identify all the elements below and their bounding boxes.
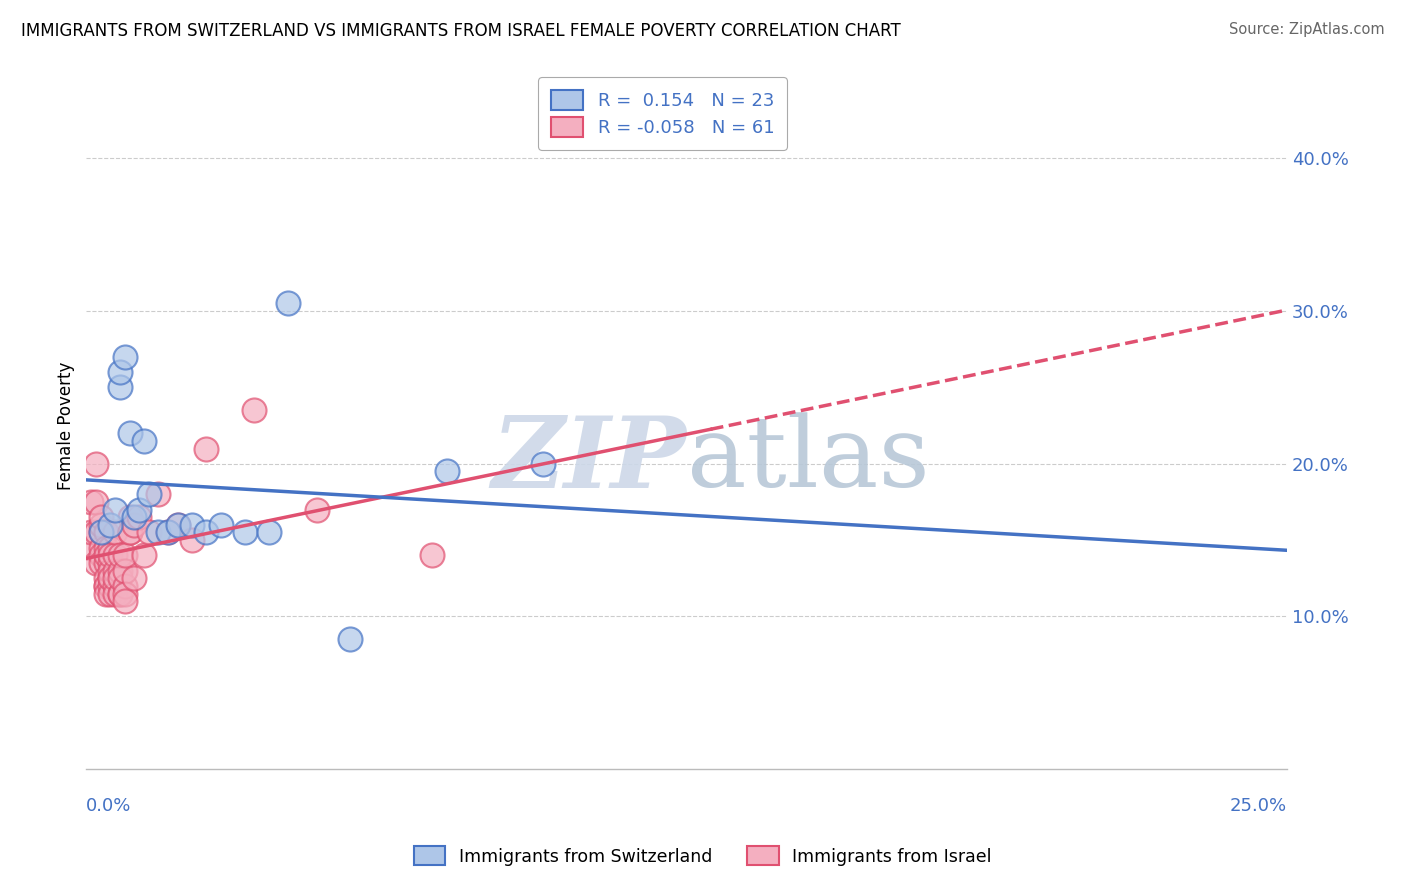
Point <box>104 579 127 593</box>
Point <box>118 426 141 441</box>
Point <box>114 586 136 600</box>
Point <box>233 525 256 540</box>
Text: 25.0%: 25.0% <box>1230 797 1286 814</box>
Point <box>94 579 117 593</box>
Point <box>90 525 112 540</box>
Point <box>98 571 121 585</box>
Legend: R =  0.154   N = 23, R = -0.058   N = 61: R = 0.154 N = 23, R = -0.058 N = 61 <box>538 78 787 150</box>
Point <box>209 517 232 532</box>
Point <box>94 586 117 600</box>
Point <box>104 586 127 600</box>
Text: Source: ZipAtlas.com: Source: ZipAtlas.com <box>1229 22 1385 37</box>
Y-axis label: Female Poverty: Female Poverty <box>58 361 75 490</box>
Point <box>108 564 131 578</box>
Point <box>124 571 146 585</box>
Point <box>94 549 117 563</box>
Legend: Immigrants from Switzerland, Immigrants from Israel: Immigrants from Switzerland, Immigrants … <box>405 838 1001 874</box>
Point <box>148 525 170 540</box>
Point <box>104 502 127 516</box>
Point <box>104 525 127 540</box>
Point <box>94 525 117 540</box>
Text: ZIP: ZIP <box>492 412 686 508</box>
Point <box>339 632 361 647</box>
Point <box>181 533 204 548</box>
Point <box>195 525 218 540</box>
Point <box>138 487 160 501</box>
Point <box>108 586 131 600</box>
Point <box>420 549 443 563</box>
Point <box>436 464 458 478</box>
Point <box>243 403 266 417</box>
Point <box>128 502 150 516</box>
Point <box>94 556 117 570</box>
Text: 0.0%: 0.0% <box>86 797 132 814</box>
Point <box>531 457 554 471</box>
Point <box>138 525 160 540</box>
Point <box>80 495 103 509</box>
Point <box>98 571 121 585</box>
Point <box>305 502 328 516</box>
Point <box>128 510 150 524</box>
Point <box>181 517 204 532</box>
Point <box>114 549 136 563</box>
Point <box>118 525 141 540</box>
Point <box>108 549 131 563</box>
Point <box>90 541 112 555</box>
Point <box>114 579 136 593</box>
Point <box>94 541 117 555</box>
Point <box>156 525 179 540</box>
Point <box>114 594 136 608</box>
Point <box>195 442 218 456</box>
Point <box>84 525 107 540</box>
Point <box>94 579 117 593</box>
Point <box>166 517 188 532</box>
Point <box>257 525 280 540</box>
Point <box>132 549 155 563</box>
Point <box>277 296 299 310</box>
Point <box>118 525 141 540</box>
Point <box>84 556 107 570</box>
Point <box>108 365 131 379</box>
Point <box>98 579 121 593</box>
Point <box>118 510 141 524</box>
Point <box>114 350 136 364</box>
Point <box>90 556 112 570</box>
Point <box>90 549 112 563</box>
Point <box>98 517 121 532</box>
Point <box>156 525 179 540</box>
Point <box>94 571 117 585</box>
Point <box>114 564 136 578</box>
Point <box>108 586 131 600</box>
Text: IMMIGRANTS FROM SWITZERLAND VS IMMIGRANTS FROM ISRAEL FEMALE POVERTY CORRELATION: IMMIGRANTS FROM SWITZERLAND VS IMMIGRANT… <box>21 22 901 40</box>
Point <box>166 517 188 532</box>
Point <box>124 517 146 532</box>
Point <box>124 510 146 524</box>
Point <box>98 586 121 600</box>
Point <box>90 517 112 532</box>
Point <box>104 564 127 578</box>
Point <box>132 434 155 448</box>
Point <box>80 541 103 555</box>
Point <box>84 495 107 509</box>
Point <box>80 525 103 540</box>
Point <box>108 380 131 394</box>
Point <box>104 571 127 585</box>
Point <box>98 556 121 570</box>
Point <box>148 487 170 501</box>
Point <box>84 457 107 471</box>
Point <box>108 571 131 585</box>
Point <box>98 541 121 555</box>
Point <box>90 510 112 524</box>
Point <box>98 549 121 563</box>
Point <box>98 564 121 578</box>
Point <box>90 525 112 540</box>
Text: atlas: atlas <box>686 412 929 508</box>
Point <box>104 549 127 563</box>
